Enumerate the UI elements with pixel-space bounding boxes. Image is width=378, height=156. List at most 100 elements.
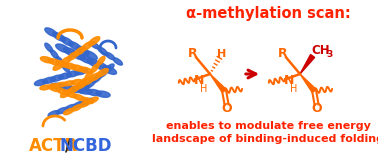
Text: 3: 3 <box>327 51 333 59</box>
Ellipse shape <box>91 63 99 72</box>
Ellipse shape <box>79 67 92 73</box>
Ellipse shape <box>92 74 102 83</box>
Ellipse shape <box>68 85 79 93</box>
Ellipse shape <box>77 46 89 55</box>
Ellipse shape <box>65 104 76 111</box>
Ellipse shape <box>53 32 65 41</box>
FancyArrowPatch shape <box>246 70 256 78</box>
Text: O: O <box>221 102 232 115</box>
Ellipse shape <box>102 66 116 74</box>
Text: O: O <box>311 102 322 115</box>
Ellipse shape <box>105 52 115 60</box>
Ellipse shape <box>88 37 100 45</box>
Ellipse shape <box>82 42 93 50</box>
Ellipse shape <box>113 58 122 65</box>
Ellipse shape <box>64 63 76 69</box>
Ellipse shape <box>59 73 71 79</box>
Ellipse shape <box>88 97 98 103</box>
Ellipse shape <box>50 50 58 59</box>
Ellipse shape <box>62 63 70 72</box>
Ellipse shape <box>40 85 51 90</box>
Polygon shape <box>300 74 316 93</box>
Ellipse shape <box>87 89 101 96</box>
Ellipse shape <box>79 55 93 63</box>
Ellipse shape <box>34 79 47 86</box>
Ellipse shape <box>48 84 59 88</box>
Ellipse shape <box>87 58 101 67</box>
Ellipse shape <box>79 78 87 87</box>
Ellipse shape <box>96 91 110 97</box>
Ellipse shape <box>73 94 85 101</box>
Ellipse shape <box>80 85 90 93</box>
Ellipse shape <box>57 88 68 95</box>
Text: enables to modulate free energy: enables to modulate free energy <box>166 121 370 131</box>
Ellipse shape <box>56 56 64 66</box>
Ellipse shape <box>73 101 85 108</box>
Ellipse shape <box>86 79 96 88</box>
Ellipse shape <box>56 61 69 67</box>
Ellipse shape <box>64 109 74 115</box>
Text: CH: CH <box>311 44 330 57</box>
Ellipse shape <box>69 86 83 93</box>
Ellipse shape <box>51 83 65 89</box>
Ellipse shape <box>69 42 81 50</box>
Ellipse shape <box>96 69 108 77</box>
Ellipse shape <box>71 65 84 71</box>
Ellipse shape <box>53 61 64 70</box>
Ellipse shape <box>82 97 93 104</box>
Polygon shape <box>300 55 314 74</box>
Text: /: / <box>65 137 71 155</box>
Text: α-methylation scan:: α-methylation scan: <box>186 6 350 21</box>
Ellipse shape <box>85 51 97 60</box>
Text: H: H <box>290 84 297 94</box>
Ellipse shape <box>40 57 53 63</box>
Ellipse shape <box>65 91 77 98</box>
Ellipse shape <box>60 89 72 98</box>
Ellipse shape <box>72 105 82 111</box>
Ellipse shape <box>94 62 109 71</box>
Ellipse shape <box>78 88 92 94</box>
Ellipse shape <box>45 28 57 37</box>
Ellipse shape <box>51 75 64 81</box>
Ellipse shape <box>75 69 88 75</box>
Ellipse shape <box>85 71 93 80</box>
Ellipse shape <box>64 81 74 86</box>
Ellipse shape <box>45 43 53 52</box>
Ellipse shape <box>98 69 108 78</box>
Ellipse shape <box>75 81 87 89</box>
Text: landscape of binding-induced folding: landscape of binding-induced folding <box>152 134 378 144</box>
Ellipse shape <box>57 107 68 114</box>
Ellipse shape <box>82 98 93 105</box>
Polygon shape <box>210 74 226 93</box>
Ellipse shape <box>61 37 73 46</box>
Text: ACTR: ACTR <box>29 137 79 155</box>
Ellipse shape <box>80 101 90 107</box>
Ellipse shape <box>42 77 55 83</box>
Ellipse shape <box>60 57 71 65</box>
Ellipse shape <box>56 44 70 53</box>
Ellipse shape <box>48 111 60 117</box>
Ellipse shape <box>82 77 94 85</box>
Ellipse shape <box>104 64 114 73</box>
Ellipse shape <box>89 73 101 81</box>
Ellipse shape <box>90 41 99 49</box>
Text: H: H <box>200 84 208 94</box>
Ellipse shape <box>67 52 79 60</box>
Ellipse shape <box>97 56 105 65</box>
Text: N: N <box>194 74 204 87</box>
Text: R: R <box>278 47 288 60</box>
Ellipse shape <box>71 51 85 60</box>
Ellipse shape <box>67 71 79 77</box>
Ellipse shape <box>60 85 74 91</box>
Text: H: H <box>217 49 226 59</box>
Text: NCBD: NCBD <box>60 137 112 155</box>
Ellipse shape <box>64 48 78 56</box>
Text: R: R <box>188 47 198 60</box>
Ellipse shape <box>74 47 86 55</box>
Ellipse shape <box>56 82 67 87</box>
Ellipse shape <box>71 80 82 84</box>
Ellipse shape <box>48 59 61 65</box>
Ellipse shape <box>49 85 60 92</box>
Text: N: N <box>284 74 294 87</box>
Ellipse shape <box>98 47 107 54</box>
